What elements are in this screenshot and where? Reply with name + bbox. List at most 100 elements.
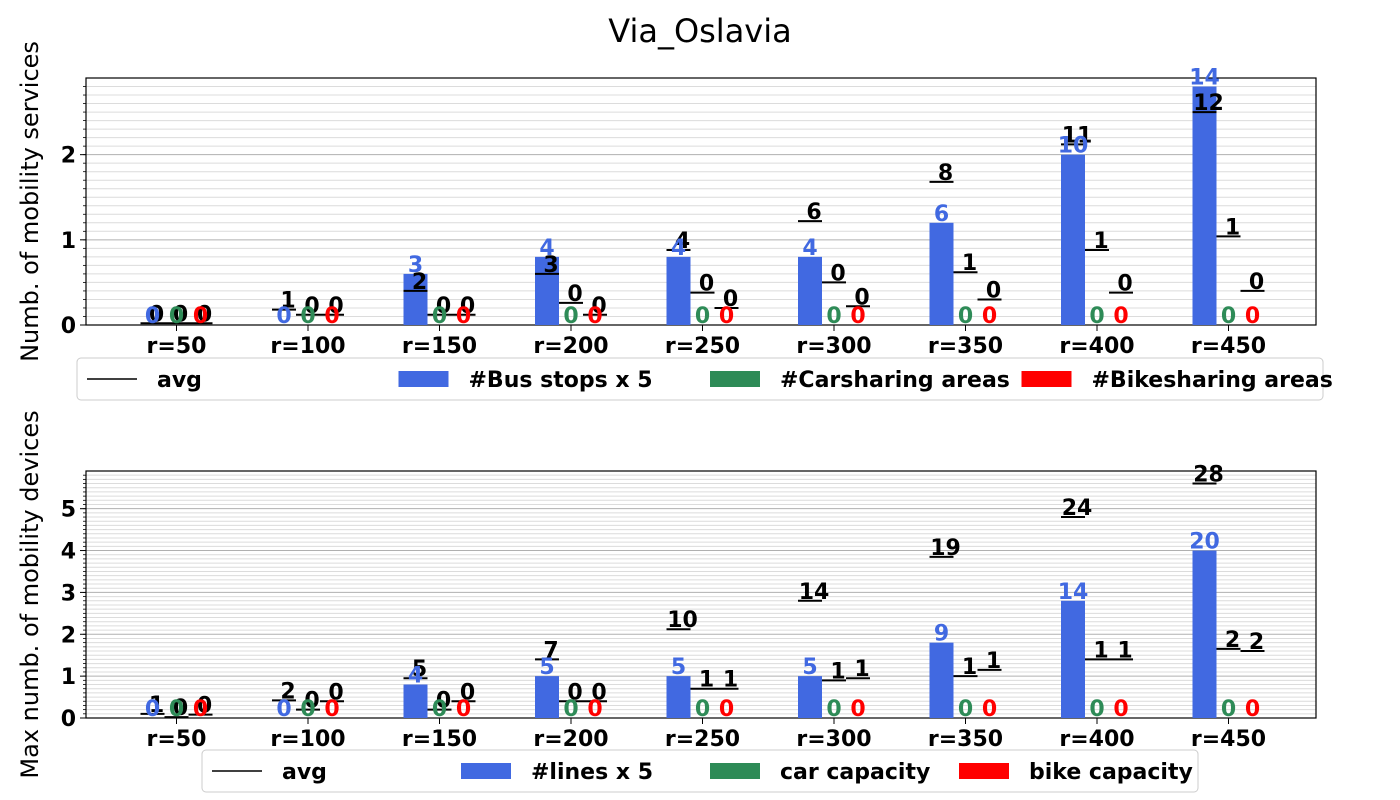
bike-value-label: 0 [324,304,339,329]
car-value-label: 0 [958,697,973,722]
bike-value-label: 0 [324,697,339,722]
bus-value-label: 20 [1189,530,1220,555]
avg-value-label: 19 [930,536,961,561]
bus-bar [1192,550,1217,718]
avg-value-label: 0 [460,294,475,319]
avg-value-label: 0 [460,680,475,705]
car-value-label: 0 [563,697,578,722]
bus-bar [798,256,822,325]
avg-value-label: 12 [1193,91,1224,116]
bus-value-label: 5 [671,655,686,680]
x-tick-label: r=350 [928,334,1003,359]
bus-value-label: 0 [276,304,291,329]
legend-bike-swatch [1021,371,1072,387]
x-tick-label: r=400 [1059,727,1134,752]
avg-value-label: 0 [830,261,845,286]
avg-value-label: 24 [1062,496,1093,521]
car-value-label: 0 [1089,304,1104,329]
bus-value-label: 0 [145,304,160,329]
y-tick-label: 3 [61,581,76,606]
bike-value-label: 0 [587,697,602,722]
x-tick-label: r=450 [1191,334,1266,359]
y-tick-label: 1 [61,229,76,254]
bus-value-label: 0 [276,697,291,722]
avg-value-label: 8 [938,161,953,186]
x-tick-label: r=250 [665,727,740,752]
legend-frame [76,357,1324,401]
avg-value-label: 0 [854,285,869,310]
bus-value-label: 14 [1189,66,1220,91]
legend-car-swatch [710,763,760,779]
avg-value-label: 0 [173,696,188,721]
car-value-label: 0 [1221,697,1236,722]
y-tick-label: 0 [61,707,76,732]
bike-value-label: 0 [193,304,208,329]
bus-bar [403,684,428,718]
avg-value-label: 0 [436,689,451,714]
car-value-label: 0 [1221,304,1236,329]
car-value-label: 0 [695,697,710,722]
avg-value-label: 14 [799,580,830,605]
avg-value-label: 0 [149,302,164,327]
x-tick-label: r=150 [402,727,477,752]
car-value-label: 0 [826,697,841,722]
legend: avg #lines x 5 car capacity bike capacity [201,749,1199,793]
legend-label: #lines x 5 [531,760,653,785]
x-tick-label: r=200 [533,727,608,752]
bike-value-label: 0 [982,697,997,722]
y-tick-label: 0 [61,314,76,339]
avg-value-label: 0 [1249,270,1264,295]
avg-value-label: 1 [962,251,977,276]
avg-value-label: 1 [1225,215,1240,240]
bike-value-label: 0 [1245,304,1260,329]
avg-value-label: 0 [328,680,343,705]
x-tick-label: r=200 [533,334,608,359]
avg-value-label: 0 [197,302,212,327]
legend-bike-swatch [959,763,1009,779]
bus-bar [1061,154,1085,325]
car-value-label: 0 [432,304,447,329]
bus-value-label: 4 [539,236,554,261]
bus-bar [929,222,954,325]
avg-value-label: 0 [173,302,188,327]
car-value-label: 0 [169,697,184,722]
bus-value-label: 5 [539,655,554,680]
bike-value-label: 0 [1245,697,1260,722]
bus-value-label: 3 [408,253,423,278]
avg-value-label: 1 [280,289,295,314]
car-value-label: 0 [563,304,578,329]
avg-value-label: 3 [543,253,558,278]
car-value-label: 0 [826,304,841,329]
bike-value-label: 0 [850,697,865,722]
avg-value-label: 2 [412,270,427,295]
y-axis-label: Numb. of mobility services [16,41,44,362]
avg-value-label: 0 [591,294,606,319]
avg-value-label: 0 [567,680,582,705]
x-tick-label: r=250 [665,334,740,359]
bus-bar [666,256,691,325]
x-tick-label: r=350 [928,727,1003,752]
bike-value-label: 0 [982,304,997,329]
x-tick-label: r=300 [796,727,871,752]
bus-value-label: 4 [802,236,817,261]
legend-bus-swatch [461,763,511,779]
car-value-label: 0 [1089,697,1104,722]
avg-value-label: 1 [1093,229,1108,254]
bike-value-label: 0 [1113,304,1128,329]
avg-value-label: 1 [962,655,977,680]
avg-value-label: 1 [699,668,714,693]
bus-bar [929,642,954,718]
avg-value-label: 0 [304,294,319,319]
car-value-label: 0 [300,697,315,722]
bus-value-label: 4 [671,236,686,261]
y-tick-label: 4 [61,540,76,565]
figure-title: Via_Oslavia [608,12,791,50]
x-tick-label: r=100 [270,334,345,359]
bus-bar [535,676,559,718]
legend-label: #Carsharing areas [780,368,1010,393]
avg-value-label: 11 [1062,123,1093,148]
avg-value-label: 2 [1225,628,1240,653]
avg-value-label: 0 [591,680,606,705]
